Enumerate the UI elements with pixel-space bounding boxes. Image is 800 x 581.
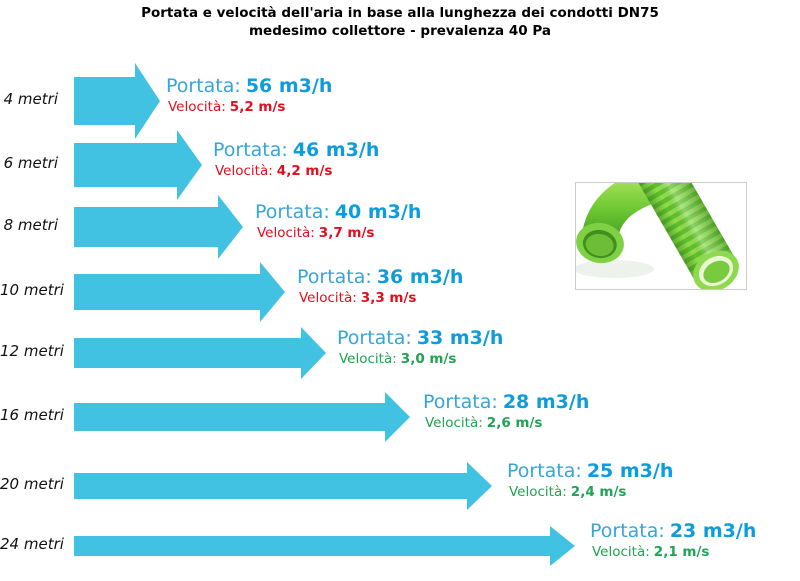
duct-length-label: 10 metri [0, 281, 64, 299]
velocita-line: Velocità: 2,1 m/s [590, 543, 756, 562]
photo-shadow [576, 260, 654, 278]
chart-title-line1: Portata e velocità dell'aria in base all… [141, 5, 659, 21]
portata-value: 25 m3/h [586, 460, 674, 482]
flow-arrow [74, 195, 243, 259]
chart-title: Portata e velocità dell'aria in base all… [0, 4, 800, 40]
corrugated-duct [632, 183, 739, 289]
velocita-label: Velocità: [339, 351, 397, 367]
row-values: Portata: 23 m3/h Velocità: 2,1 m/s [590, 520, 756, 562]
row-values: Portata: 36 m3/h Velocità: 3,3 m/s [297, 266, 463, 308]
portata-value: 46 m3/h [292, 139, 380, 161]
portata-line: Portata: 25 m3/h [507, 460, 673, 483]
flow-arrow [74, 327, 326, 379]
velocita-label: Velocità: [215, 163, 273, 179]
velocita-label: Velocità: [299, 290, 357, 306]
portata-label: Portata: [297, 266, 372, 288]
velocita-line: Velocità: 4,2 m/s [213, 162, 379, 181]
portata-label: Portata: [590, 520, 665, 542]
flow-arrow [74, 526, 575, 566]
portata-value: 28 m3/h [502, 391, 590, 413]
portata-line: Portata: 28 m3/h [423, 391, 589, 414]
duct-length-label: 12 metri [0, 342, 64, 360]
velocita-line: Velocità: 2,6 m/s [423, 414, 589, 433]
portata-label: Portata: [423, 391, 498, 413]
velocita-line: Velocità: 3,7 m/s [255, 224, 421, 243]
portata-value: 36 m3/h [376, 266, 464, 288]
velocita-label: Velocità: [509, 484, 567, 500]
velocita-line: Velocità: 2,4 m/s [507, 483, 673, 502]
portata-label: Portata: [337, 327, 412, 349]
row-values: Portata: 25 m3/h Velocità: 2,4 m/s [507, 460, 673, 502]
velocita-line: Velocità: 3,3 m/s [297, 289, 463, 308]
velocita-value: 5,2 m/s [229, 99, 286, 115]
portata-label: Portata: [166, 75, 241, 97]
portata-line: Portata: 36 m3/h [297, 266, 463, 289]
velocita-label: Velocità: [592, 544, 650, 560]
row-values: Portata: 33 m3/h Velocità: 3,0 m/s [337, 327, 503, 369]
duct-length-label: 8 metri [3, 216, 58, 234]
velocita-label: Velocità: [425, 415, 483, 431]
smooth-duct [576, 183, 679, 264]
velocita-value: 2,6 m/s [486, 415, 543, 431]
duct-length-label: 24 metri [0, 535, 64, 553]
velocita-value: 3,3 m/s [360, 290, 417, 306]
flow-arrow [74, 462, 492, 510]
velocita-value: 3,0 m/s [400, 351, 457, 367]
velocita-label: Velocità: [257, 225, 315, 241]
row-values: Portata: 46 m3/h Velocità: 4,2 m/s [213, 139, 379, 181]
duct-length-label: 6 metri [3, 154, 58, 172]
portata-value: 33 m3/h [416, 327, 504, 349]
portata-line: Portata: 46 m3/h [213, 139, 379, 162]
portata-label: Portata: [255, 201, 330, 223]
flow-arrow [74, 130, 202, 200]
duct-length-label: 4 metri [3, 90, 58, 108]
row-values: Portata: 40 m3/h Velocità: 3,7 m/s [255, 201, 421, 243]
flow-arrow [74, 262, 285, 322]
velocita-value: 2,4 m/s [570, 484, 627, 500]
velocita-line: Velocità: 3,0 m/s [337, 350, 503, 369]
portata-value: 56 m3/h [245, 75, 333, 97]
velocita-value: 2,1 m/s [653, 544, 710, 560]
portata-line: Portata: 23 m3/h [590, 520, 756, 543]
chart-title-line2: medesimo collettore - prevalenza 40 Pa [248, 23, 551, 39]
duct-length-label: 20 metri [0, 475, 64, 493]
portata-line: Portata: 56 m3/h [166, 75, 332, 98]
flow-arrow [74, 63, 160, 139]
flow-arrow [74, 392, 410, 442]
duct-length-label: 16 metri [0, 406, 64, 424]
portata-line: Portata: 33 m3/h [337, 327, 503, 350]
portata-label: Portata: [213, 139, 288, 161]
portata-value: 40 m3/h [334, 201, 422, 223]
portata-line: Portata: 40 m3/h [255, 201, 421, 224]
velocita-value: 4,2 m/s [276, 163, 333, 179]
duct-photo [575, 182, 747, 290]
row-values: Portata: 28 m3/h Velocità: 2,6 m/s [423, 391, 589, 433]
portata-value: 23 m3/h [669, 520, 757, 542]
row-values: Portata: 56 m3/h Velocità: 5,2 m/s [166, 75, 332, 117]
velocita-line: Velocità: 5,2 m/s [166, 98, 332, 117]
velocita-label: Velocità: [168, 99, 226, 115]
velocita-value: 3,7 m/s [318, 225, 375, 241]
portata-label: Portata: [507, 460, 582, 482]
